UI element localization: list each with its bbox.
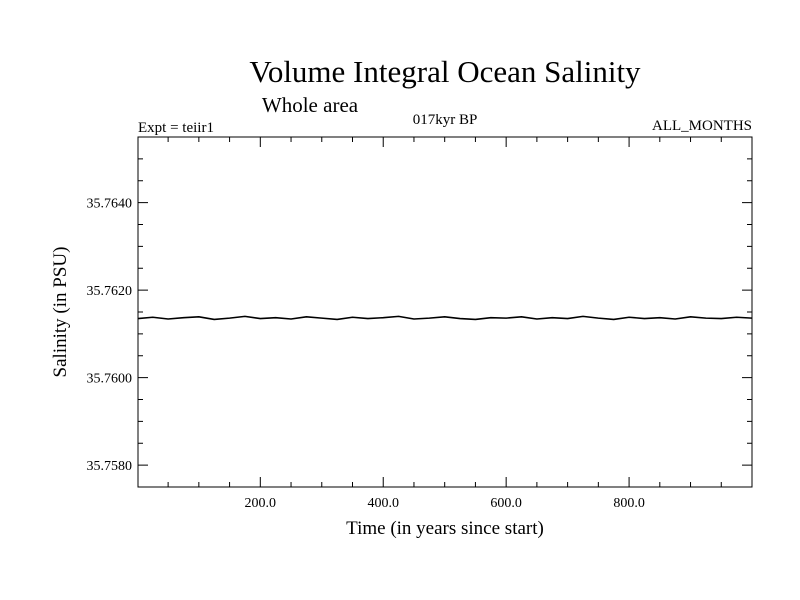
y-axis-label: Salinity (in PSU) (50, 247, 71, 378)
x-tick-label: 400.0 (367, 496, 399, 511)
x-tick-label: 800.0 (613, 496, 645, 511)
y-tick-label: 35.7620 (87, 284, 133, 299)
y-tick-label: 35.7600 (87, 372, 133, 387)
series-group (137, 315, 753, 321)
x-tick-label: 600.0 (490, 496, 522, 511)
plot-frame (137, 136, 753, 488)
x-axis-tick-labels: 200.0 400.0 600.0 800.0 (245, 496, 645, 511)
y-tick-label: 35.7580 (87, 459, 133, 474)
annotation-center: 017kyr BP (413, 112, 478, 128)
series-line-0 (137, 315, 753, 321)
x-tick-label: 200.0 (245, 496, 277, 511)
y-axis-tick-labels: 35.7580 35.7600 35.7620 35.7640 (87, 197, 133, 475)
y-tick-label: 35.7640 (87, 197, 133, 212)
chart-title: Volume Integral Ocean Salinity (249, 54, 641, 89)
chart-subtitle: Whole area (262, 93, 359, 117)
y-axis-ticks (138, 136, 752, 488)
x-axis-label: Time (in years since start) (346, 518, 544, 539)
annotation-left: Expt = teiir1 (138, 120, 214, 136)
x-axis-ticks (167, 137, 722, 487)
annotation-right: ALL_MONTHS (652, 118, 752, 134)
